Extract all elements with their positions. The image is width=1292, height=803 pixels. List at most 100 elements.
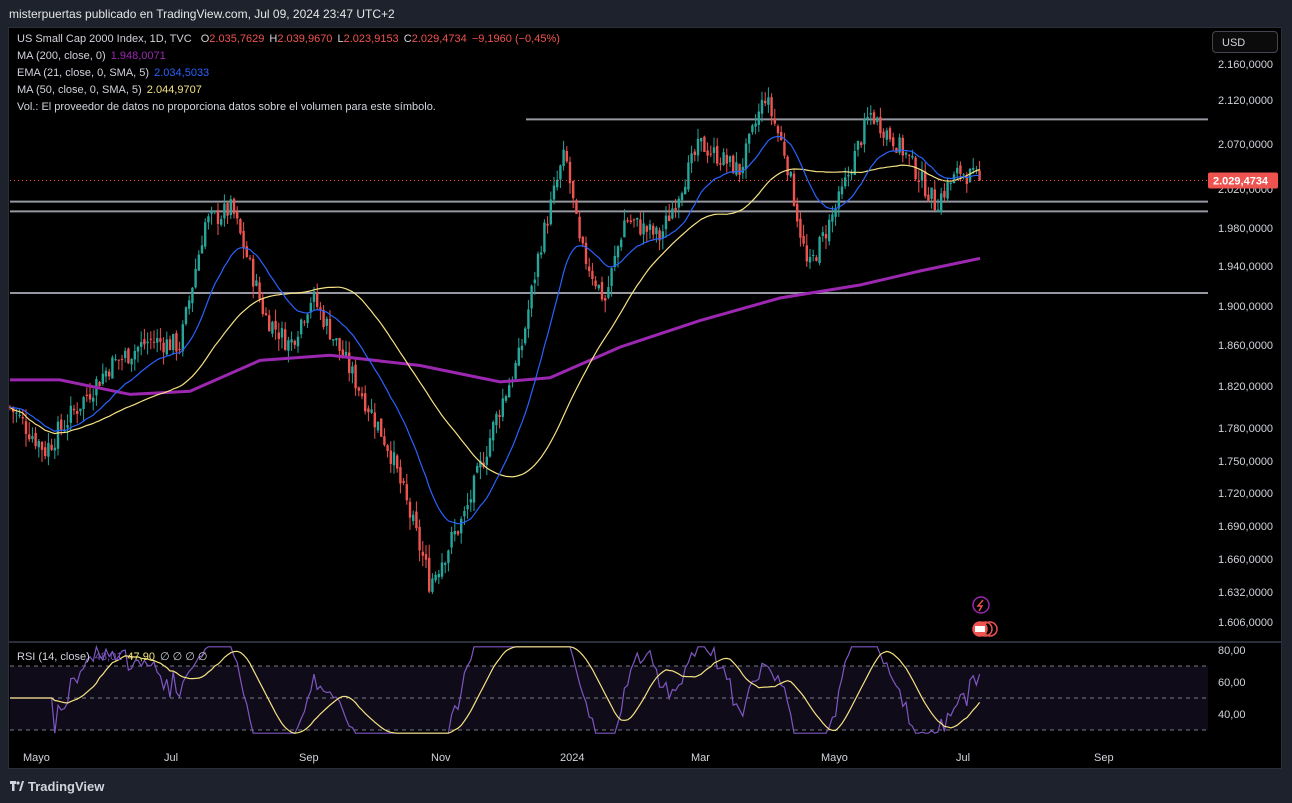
- legend-ma200[interactable]: MA (200, close, 0) 1.948,0071: [17, 50, 168, 62]
- candle: [18, 408, 21, 419]
- candle: [901, 134, 904, 163]
- h-value: 2.039,9670: [277, 33, 333, 45]
- x-tick-label: 2024: [560, 752, 584, 764]
- candle: [700, 137, 703, 152]
- currency-button[interactable]: USD: [1212, 31, 1278, 53]
- publish-info: misterpuertas publicado en TradingView.c…: [9, 7, 395, 21]
- candle: [56, 416, 60, 456]
- candle: [431, 573, 434, 595]
- x-tick-label: Mar: [691, 752, 710, 764]
- candle: [917, 170, 920, 193]
- candle: [671, 200, 674, 220]
- candle: [703, 135, 706, 153]
- rsi-ma-value: 47,90: [127, 651, 155, 663]
- ma200-label: MA (200, close, 0): [17, 50, 106, 62]
- candle: [376, 421, 380, 433]
- legend-rsi[interactable]: RSI (14, close) 48,01 47,90 ∅ ∅ ∅ ∅: [17, 650, 210, 663]
- candle: [840, 178, 844, 200]
- candle: [405, 473, 408, 505]
- candle: [348, 341, 351, 382]
- candle: [460, 516, 463, 544]
- candle: [63, 420, 66, 434]
- x-tick-label: Sep: [1094, 752, 1114, 764]
- candle: [114, 354, 117, 362]
- alert-icon: [972, 596, 990, 614]
- candle: [943, 183, 946, 203]
- candle: [927, 187, 930, 203]
- candle: [389, 441, 392, 473]
- candle: [495, 411, 498, 434]
- top-bar: misterpuertas publicado en TradingView.c…: [0, 0, 1292, 26]
- candle: [661, 224, 664, 250]
- candle: [255, 273, 258, 287]
- candle: [488, 429, 492, 458]
- ma200-line: [10, 256, 981, 396]
- candle: [831, 206, 834, 233]
- candle: [501, 388, 504, 422]
- o-label: O: [200, 33, 210, 45]
- candle: [127, 347, 130, 365]
- candle: [191, 286, 194, 312]
- candle: [655, 225, 658, 243]
- candle: [360, 386, 364, 400]
- candle: [847, 166, 850, 187]
- candle: [383, 428, 386, 447]
- candle: [66, 414, 69, 441]
- candle: [837, 186, 840, 217]
- candle: [370, 398, 373, 414]
- candle: [162, 337, 165, 365]
- candle: [924, 162, 927, 199]
- candle: [735, 152, 738, 177]
- rsi-tick-label: 60,00: [1218, 677, 1246, 689]
- candle: [642, 212, 645, 245]
- candle: [552, 176, 556, 205]
- candle: [101, 363, 104, 386]
- x-tick-label: Jul: [164, 752, 178, 764]
- legend-ohlc: US Small Cap 2000 Index, 1D, TVC O2.035,…: [17, 33, 562, 45]
- candle: [626, 217, 629, 224]
- volume-note: Vol.: El proveedor de datos no proporcio…: [17, 101, 436, 113]
- candle: [117, 359, 120, 370]
- candle: [514, 360, 517, 381]
- candle: [92, 388, 95, 411]
- candle: [184, 306, 188, 326]
- legend-ma50[interactable]: MA (50, close, 0, SMA, 5) 2.044,9707: [17, 84, 204, 96]
- candle: [914, 155, 917, 182]
- candle: [674, 198, 677, 218]
- symbol-name[interactable]: US Small Cap 2000 Index, 1D, TVC: [17, 33, 192, 45]
- legend-volume[interactable]: Vol.: El proveedor de datos no proporcio…: [17, 101, 438, 113]
- candle: [824, 224, 828, 249]
- candle: [152, 330, 156, 349]
- candle: [408, 497, 412, 530]
- candle: [732, 154, 735, 174]
- candle: [60, 413, 63, 436]
- legend-ema21[interactable]: EMA (21, close, 0, SMA, 5) 2.034,5033: [17, 67, 211, 79]
- candle: [50, 438, 53, 452]
- chart-frame[interactable]: [8, 27, 1282, 769]
- candle: [597, 284, 600, 291]
- footer-brand[interactable]: TradingView: [10, 779, 104, 794]
- y-tick-label: 1.780,0000: [1218, 423, 1273, 435]
- candle: [258, 276, 261, 303]
- y-tick-label: 1.606,0000: [1218, 617, 1273, 629]
- candle: [920, 161, 924, 189]
- rsi-line: [10, 644, 981, 734]
- ma50-value: 2.044,9707: [146, 84, 202, 96]
- candle: [764, 92, 767, 107]
- candle: [546, 216, 549, 234]
- candle: [591, 262, 594, 286]
- candle: [300, 318, 303, 339]
- candle: [850, 169, 853, 181]
- candle: [140, 331, 143, 356]
- candle: [536, 251, 540, 287]
- y-tick-label: 1.690,0000: [1218, 521, 1273, 533]
- candle: [812, 249, 815, 262]
- candle: [936, 198, 940, 212]
- candle: [517, 337, 520, 367]
- candle: [37, 439, 40, 458]
- candle: [930, 187, 933, 209]
- candle: [312, 287, 316, 311]
- c-value: 2.029,4734: [411, 33, 467, 45]
- candle: [844, 167, 847, 189]
